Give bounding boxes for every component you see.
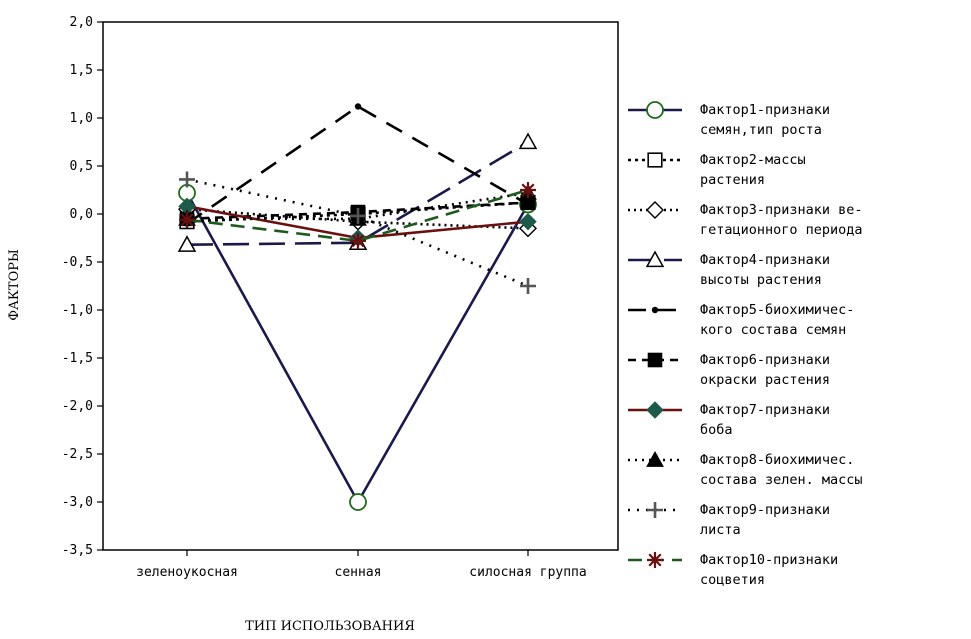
y-tick-label: 2,0 <box>70 15 93 30</box>
y-axis: 2,0 1,5 1,0 0,5 0,0 -0,5 -1,0 -1,5 -2,0 -2,5 -3,0 -… <box>62 15 103 558</box>
series-line <box>186 188 529 243</box>
series-line <box>187 191 529 221</box>
legend-label: кого состава семян <box>700 322 846 338</box>
marker-dot <box>651 306 659 314</box>
marker-diamond <box>519 212 537 231</box>
marker-asterisk <box>520 182 536 198</box>
legend-label: растения <box>700 172 765 188</box>
marker-triangle <box>177 235 197 252</box>
x-tick-label: силосная группа <box>469 565 586 580</box>
legend-label: окраски растения <box>700 372 830 388</box>
series-line <box>186 104 529 225</box>
series-line <box>186 140 529 247</box>
y-tick-label: 1,0 <box>70 111 93 126</box>
marker-plus <box>520 278 536 294</box>
legend-item: Фактор4-признаки высоты растения <box>628 250 830 288</box>
marker-diamond <box>646 401 664 419</box>
legend-item: Фактор5-биохимичес-кого состава семян <box>628 302 854 338</box>
y-tick-label: -1,5 <box>62 351 93 366</box>
y-tick-label: -3,0 <box>62 495 93 510</box>
series-layer <box>177 103 538 511</box>
y-tick-label: -2,0 <box>62 399 93 414</box>
marker-plus <box>647 502 663 518</box>
legend-item: Фактор9-признаки листа <box>628 502 830 538</box>
x-tick-label: сенная <box>335 565 382 580</box>
marker-asterisk <box>179 211 195 228</box>
series-line <box>186 178 529 288</box>
marker-diamond <box>646 201 664 219</box>
x-axis: зеленоукосная сенная силосная группа <box>136 550 587 580</box>
series-10 <box>179 182 536 249</box>
marker-plus <box>350 207 366 224</box>
legend-item: Фактор8-биохимичес. состава зелен. массы <box>628 450 863 488</box>
legend-label: листа <box>700 522 741 538</box>
legend-item: Фактор10-признаки соцветия <box>628 552 838 588</box>
legend-label: Фактор7-признаки <box>700 402 830 418</box>
plot-frame <box>102 21 619 551</box>
marker-asterisk <box>350 232 366 249</box>
legend-label: семян,тип роста <box>700 122 822 138</box>
legend-item: Фактор3-признаки ве-гетационного периода <box>628 201 863 238</box>
y-tick-label: -2,5 <box>62 447 93 462</box>
y-tick-label: 0,0 <box>70 207 93 222</box>
marker-square <box>647 352 663 368</box>
marker-asterisk <box>647 552 663 568</box>
legend-label: Фактор1-признаки <box>700 102 830 118</box>
legend-label: Фактор6-признаки <box>700 352 830 368</box>
legend-label: состава зелен. массы <box>700 472 863 488</box>
marker-square <box>647 152 663 168</box>
marker-circle <box>646 101 664 119</box>
y-tick-label: -3,5 <box>62 543 93 558</box>
marker-triangle <box>646 450 664 467</box>
marker-plus <box>179 171 195 188</box>
legend-label: Фактор2-массы <box>700 152 806 168</box>
marker-triangle <box>645 250 665 268</box>
marker-triangle <box>518 132 538 150</box>
legend-label: Фактор4-признаки <box>700 252 830 268</box>
legend-label: боба <box>700 422 733 438</box>
legend: Фактор1-признаки семян,тип роста Фактор2-м… <box>628 101 863 588</box>
legend-label: Фактор9-признаки <box>700 502 830 518</box>
y-axis-title: ФАКТОРЫ <box>7 249 22 321</box>
legend-item: Фактор2-массы растения <box>628 152 806 188</box>
legend-item: Фактор1-признаки семян,тип роста <box>628 101 830 138</box>
legend-label: Фактор10-признаки <box>700 552 838 568</box>
marker-circle <box>349 493 367 511</box>
y-tick-label: -0,5 <box>62 255 93 270</box>
y-tick-label: -1,0 <box>62 303 93 318</box>
y-tick-label: 1,5 <box>70 63 93 78</box>
x-tick-label: зеленоукосная <box>136 565 238 580</box>
legend-label: высоты растения <box>700 272 822 288</box>
y-tick-label: 0,5 <box>70 159 93 174</box>
legend-label: Фактор8-биохимичес. <box>700 452 854 468</box>
x-axis-title: ТИП ИСПОЛЬЗОВАНИЯ <box>245 619 415 634</box>
legend-label: Фактор3-признаки ве- <box>700 202 863 218</box>
marker-dot <box>354 103 362 110</box>
legend-label: соцветия <box>700 572 765 588</box>
legend-item: Фактор6-признаки окраски растения <box>628 352 830 388</box>
series-9 <box>179 171 536 294</box>
legend-item: Фактор7-признаки боба <box>628 401 830 438</box>
legend-label: гетационного периода <box>700 222 863 238</box>
legend-label: Фактор5-биохимичес- <box>700 302 854 318</box>
